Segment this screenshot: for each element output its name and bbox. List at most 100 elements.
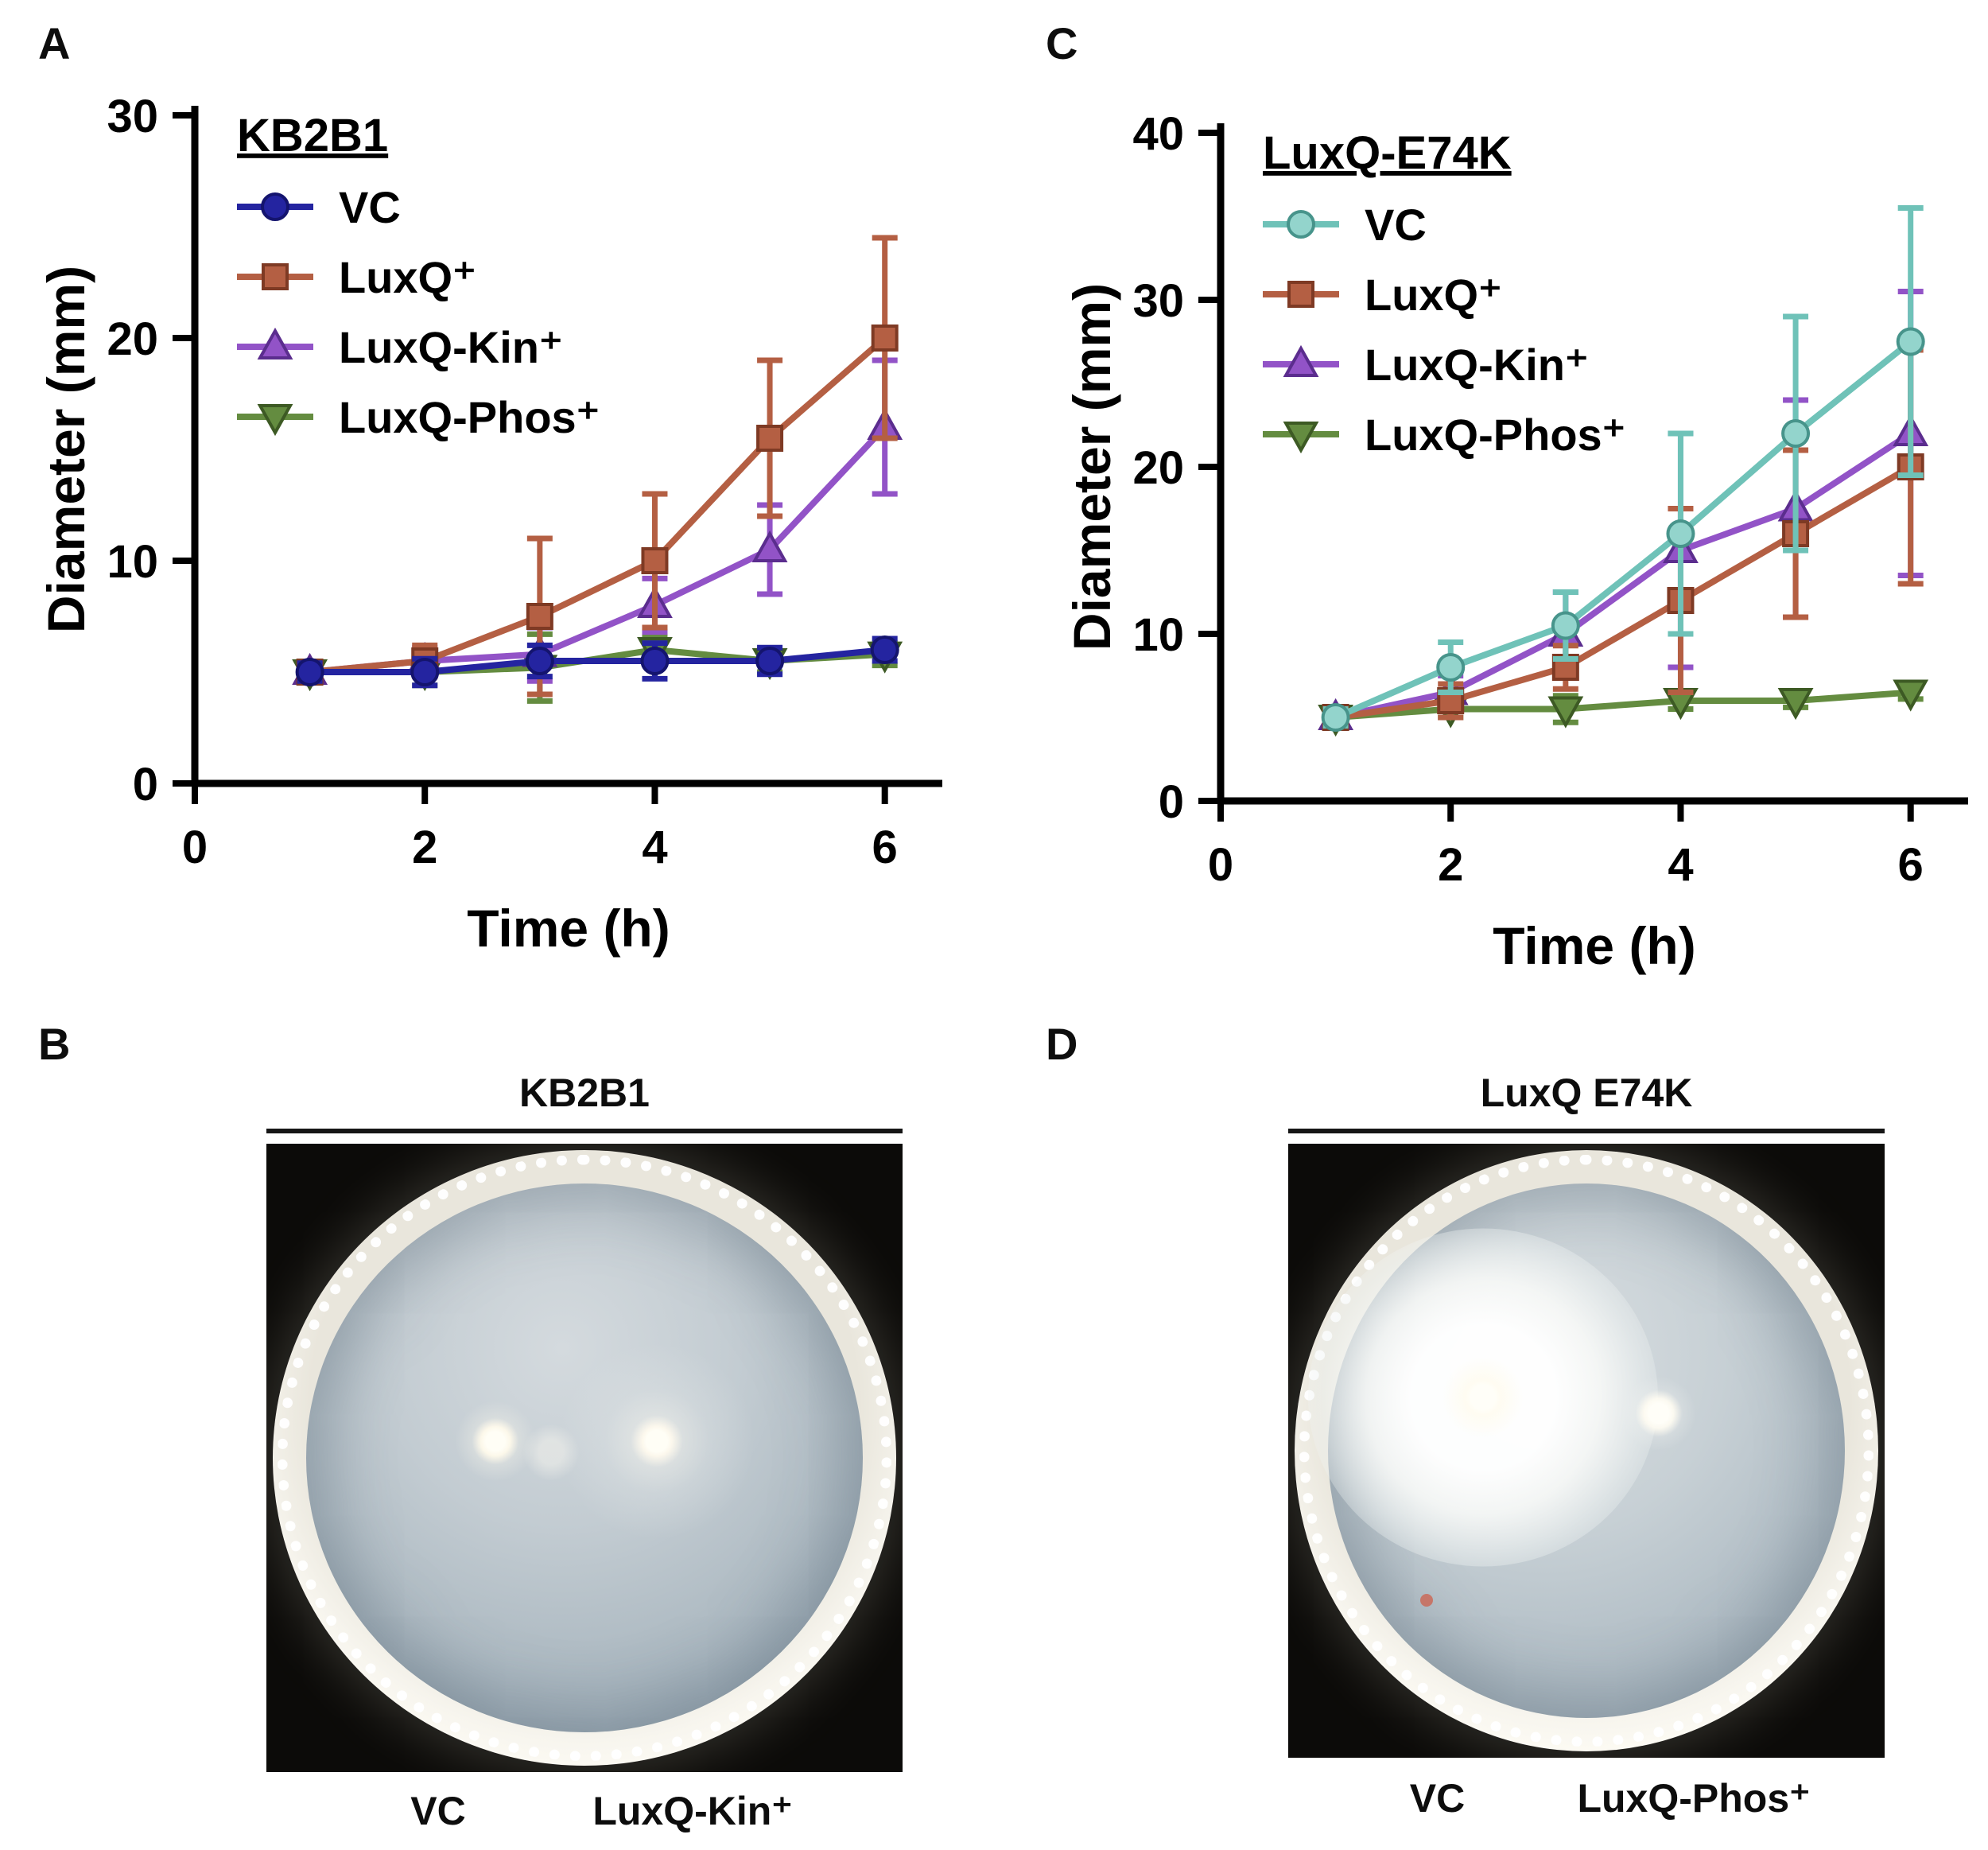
- series-line: [1334, 430, 1912, 721]
- caption-luxq-phos-d: LuxQ-Phos⁺: [1577, 1776, 1811, 1821]
- legend-item: LuxQ⁺: [1263, 270, 1502, 320]
- marker-triangle-up-icon: [751, 530, 788, 562]
- panel-d-captions: VC LuxQ-Phos⁺: [1288, 1775, 1885, 1831]
- legend-label: LuxQ-Phos⁺: [1365, 410, 1625, 460]
- legend-label: LuxQ-Phos⁺: [339, 392, 600, 442]
- legend-label: LuxQ-Kin⁺: [339, 322, 563, 372]
- marker-circle-icon: [1896, 327, 1925, 356]
- x-axis-title: Time (h): [1493, 916, 1695, 975]
- panel-label-d: D: [1046, 1019, 1078, 1069]
- caption-luxq-kin-b: LuxQ-Kin⁺: [592, 1789, 793, 1833]
- series-VC: [295, 635, 899, 689]
- series-line: [309, 647, 886, 675]
- y-tick-label: 40: [1132, 108, 1184, 160]
- legend-item: LuxQ-Kin⁺: [237, 322, 563, 372]
- panel-d-photo: [1288, 1144, 1885, 1758]
- series-line: [1335, 689, 1911, 721]
- legend-item: LuxQ-Kin⁺: [1263, 340, 1589, 390]
- panel-d-title: LuxQ E74K: [1288, 1070, 1885, 1133]
- legend-label: LuxQ⁺: [339, 252, 476, 302]
- legend-label: VC: [339, 182, 401, 232]
- x-tick-label: 0: [182, 822, 208, 873]
- phage-spot-vc-d: [1435, 1349, 1531, 1445]
- legend-title: LuxQ-E74K: [1263, 127, 1512, 179]
- petri-dish-d: [1295, 1150, 1878, 1751]
- panel-b-photo: [266, 1144, 903, 1772]
- series-LuxQ⁺: [296, 235, 899, 698]
- marker-square-icon: [871, 325, 899, 352]
- chart-luxq-e74k: 0 2 4 6 0 10 20 30 40 Time (h) Diameter (mm) LuxQ-E…: [1062, 108, 1968, 975]
- marker-triangle-up-icon: [1283, 344, 1319, 377]
- marker-circle-icon: [1321, 703, 1350, 732]
- series-line: [1335, 464, 1912, 721]
- y-tick-label: 30: [1132, 275, 1184, 327]
- legend-item: LuxQ-Phos⁺: [237, 392, 600, 442]
- legend-item: LuxQ-Phos⁺: [1263, 410, 1625, 460]
- caption-vc-d: VC: [1409, 1776, 1466, 1821]
- red-speck: [1419, 1594, 1433, 1607]
- y-tick-label: 10: [107, 536, 158, 588]
- agar-surface-d: [1308, 1183, 1845, 1718]
- petri-dish-b: [273, 1150, 896, 1766]
- y-tick-label: 20: [107, 313, 158, 365]
- legend-label: VC: [1365, 200, 1427, 250]
- marker-circle-icon: [1666, 519, 1695, 548]
- legend-item: VC: [237, 182, 401, 232]
- y-tick-label: 30: [107, 91, 158, 142]
- phage-spot-luxq-phos-d: [1615, 1369, 1703, 1457]
- series-line: [309, 335, 887, 675]
- y-axis-title: Diameter (mm): [37, 266, 95, 633]
- x-tick-label: 2: [1438, 839, 1463, 891]
- marker-circle-icon: [410, 658, 440, 686]
- marker-square-icon: [262, 263, 289, 290]
- legend-label: LuxQ-Kin⁺: [1365, 340, 1589, 390]
- phage-spot-vc-b: [444, 1389, 547, 1494]
- agar-surface-b: [306, 1183, 863, 1732]
- caption-vc-b: VC: [410, 1789, 466, 1833]
- panel-b-captions: VC LuxQ-Kin⁺: [266, 1788, 903, 1844]
- marker-square-icon: [1287, 281, 1314, 308]
- marker-circle-icon: [1781, 419, 1811, 448]
- marker-square-icon: [526, 603, 553, 630]
- x-tick-label: 4: [642, 822, 667, 873]
- marker-triangle-down-icon: [1777, 688, 1814, 721]
- panel-d-title-text: LuxQ E74K: [1480, 1071, 1693, 1115]
- marker-square-icon: [756, 425, 784, 452]
- series-line: [1334, 339, 1913, 721]
- marker-circle-icon: [261, 192, 289, 221]
- y-tick-label: 10: [1132, 609, 1184, 661]
- x-tick-label: 4: [1668, 839, 1693, 891]
- x-tick-label: 6: [1898, 839, 1924, 891]
- panel-b-title: KB2B1: [266, 1070, 903, 1133]
- marker-triangle-down-icon: [1283, 422, 1319, 454]
- marker-circle-icon: [870, 635, 899, 664]
- x-tick-label: 6: [872, 822, 898, 873]
- chart-kb2b1: 0 2 4 6 0 10 20 30 Time (h) Diameter (mm) KB2B1 VC L…: [37, 91, 942, 958]
- panel-b-title-text: KB2B1: [519, 1071, 650, 1115]
- legend-item: VC: [1263, 200, 1427, 250]
- panel-label-c: C: [1046, 18, 1078, 68]
- y-axis-title: Diameter (mm): [1062, 283, 1121, 651]
- marker-circle-icon: [755, 647, 785, 675]
- series-line: [309, 425, 887, 675]
- legend-item: LuxQ⁺: [237, 252, 476, 302]
- marker-triangle-down-icon: [1893, 679, 1929, 712]
- marker-circle-icon: [295, 658, 324, 686]
- marker-circle-icon: [525, 647, 554, 675]
- panel-label-a: A: [38, 18, 71, 68]
- x-axis-title: Time (h): [467, 899, 670, 958]
- y-tick-label: 0: [133, 759, 158, 810]
- marker-triangle-up-icon: [257, 327, 293, 360]
- phage-spot-luxq-kin-b: [542, 1326, 772, 1557]
- marker-circle-icon: [640, 647, 670, 675]
- x-tick-label: 0: [1208, 839, 1233, 891]
- marker-square-icon: [641, 547, 669, 574]
- marker-circle-icon: [1551, 611, 1580, 640]
- legend-title: KB2B1: [237, 110, 388, 161]
- series-VC: [1321, 205, 1925, 732]
- marker-triangle-down-icon: [257, 404, 293, 437]
- x-tick-label: 2: [412, 822, 437, 873]
- y-tick-label: 0: [1159, 776, 1184, 828]
- marker-circle-icon: [1436, 653, 1466, 682]
